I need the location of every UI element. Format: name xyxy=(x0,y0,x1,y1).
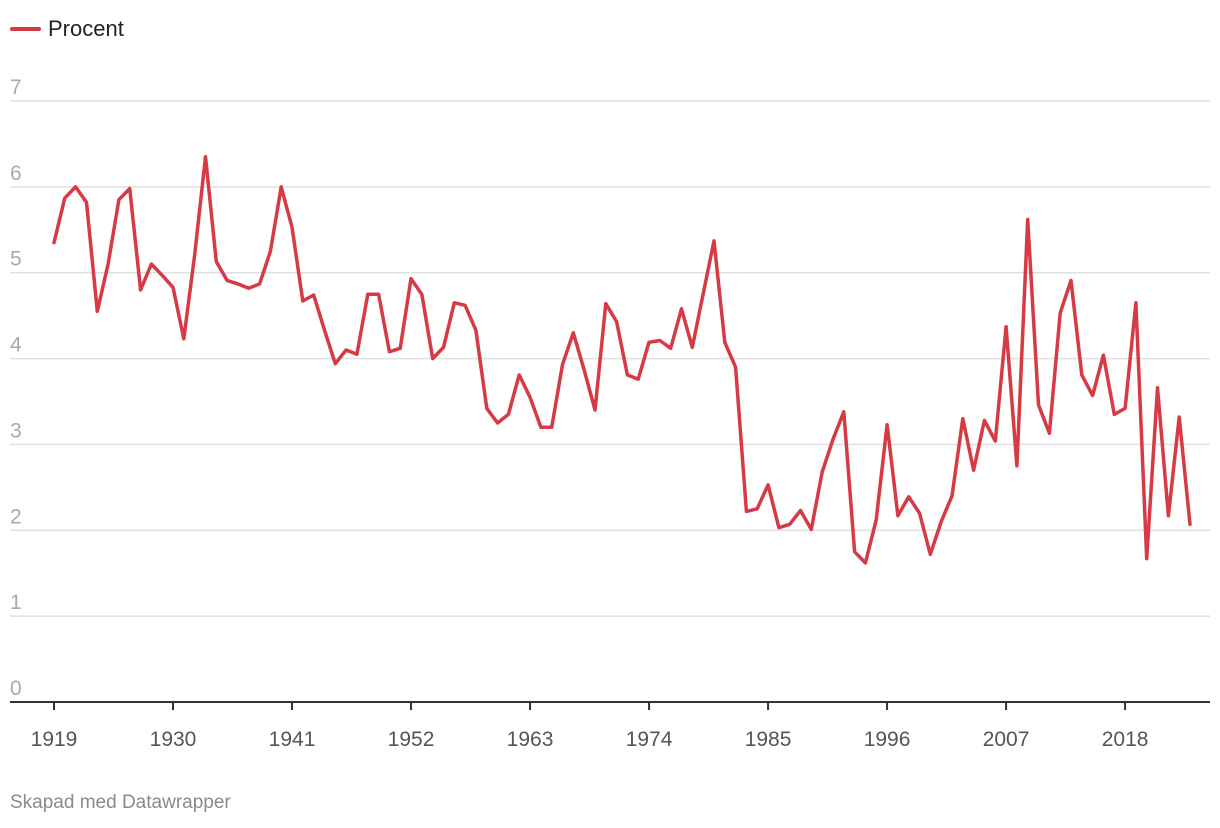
y-tick-label: 4 xyxy=(10,334,22,357)
legend-swatch xyxy=(10,27,41,31)
x-tick-label: 1963 xyxy=(507,728,554,751)
y-tick-label: 3 xyxy=(10,419,22,442)
footer-credit: Skapad med Datawrapper xyxy=(10,792,231,813)
x-tick-label: 1919 xyxy=(31,728,78,751)
x-tick-label: 2018 xyxy=(1102,728,1149,751)
x-tick-label: 1952 xyxy=(388,728,435,751)
x-tick-label: 1941 xyxy=(269,728,316,751)
series-layer xyxy=(52,155,1192,565)
x-tick-label: 1985 xyxy=(745,728,792,751)
y-tick-label: 0 xyxy=(10,677,22,700)
x-tick-label: 1930 xyxy=(150,728,197,751)
y-tick-label: 7 xyxy=(10,76,22,99)
x-tick-label: 1996 xyxy=(864,728,911,751)
x-tick-label: 1974 xyxy=(626,728,673,751)
legend: Procent xyxy=(10,16,124,42)
x-tick-label: 2007 xyxy=(983,728,1030,751)
y-tick-label: 1 xyxy=(10,591,22,614)
y-tick-label: 5 xyxy=(10,248,22,271)
y-tick-label: 6 xyxy=(10,162,22,185)
y-tick-label: 2 xyxy=(10,505,22,528)
axis-layer: 1919 1930 1941 1952 1963 1974 1985 1996 2007 2018 xyxy=(10,701,1210,751)
series-line-procent xyxy=(52,155,1192,565)
grid-layer: 0 1 2 3 4 5 6 7 xyxy=(10,76,1210,700)
legend-label: Procent xyxy=(48,16,124,41)
